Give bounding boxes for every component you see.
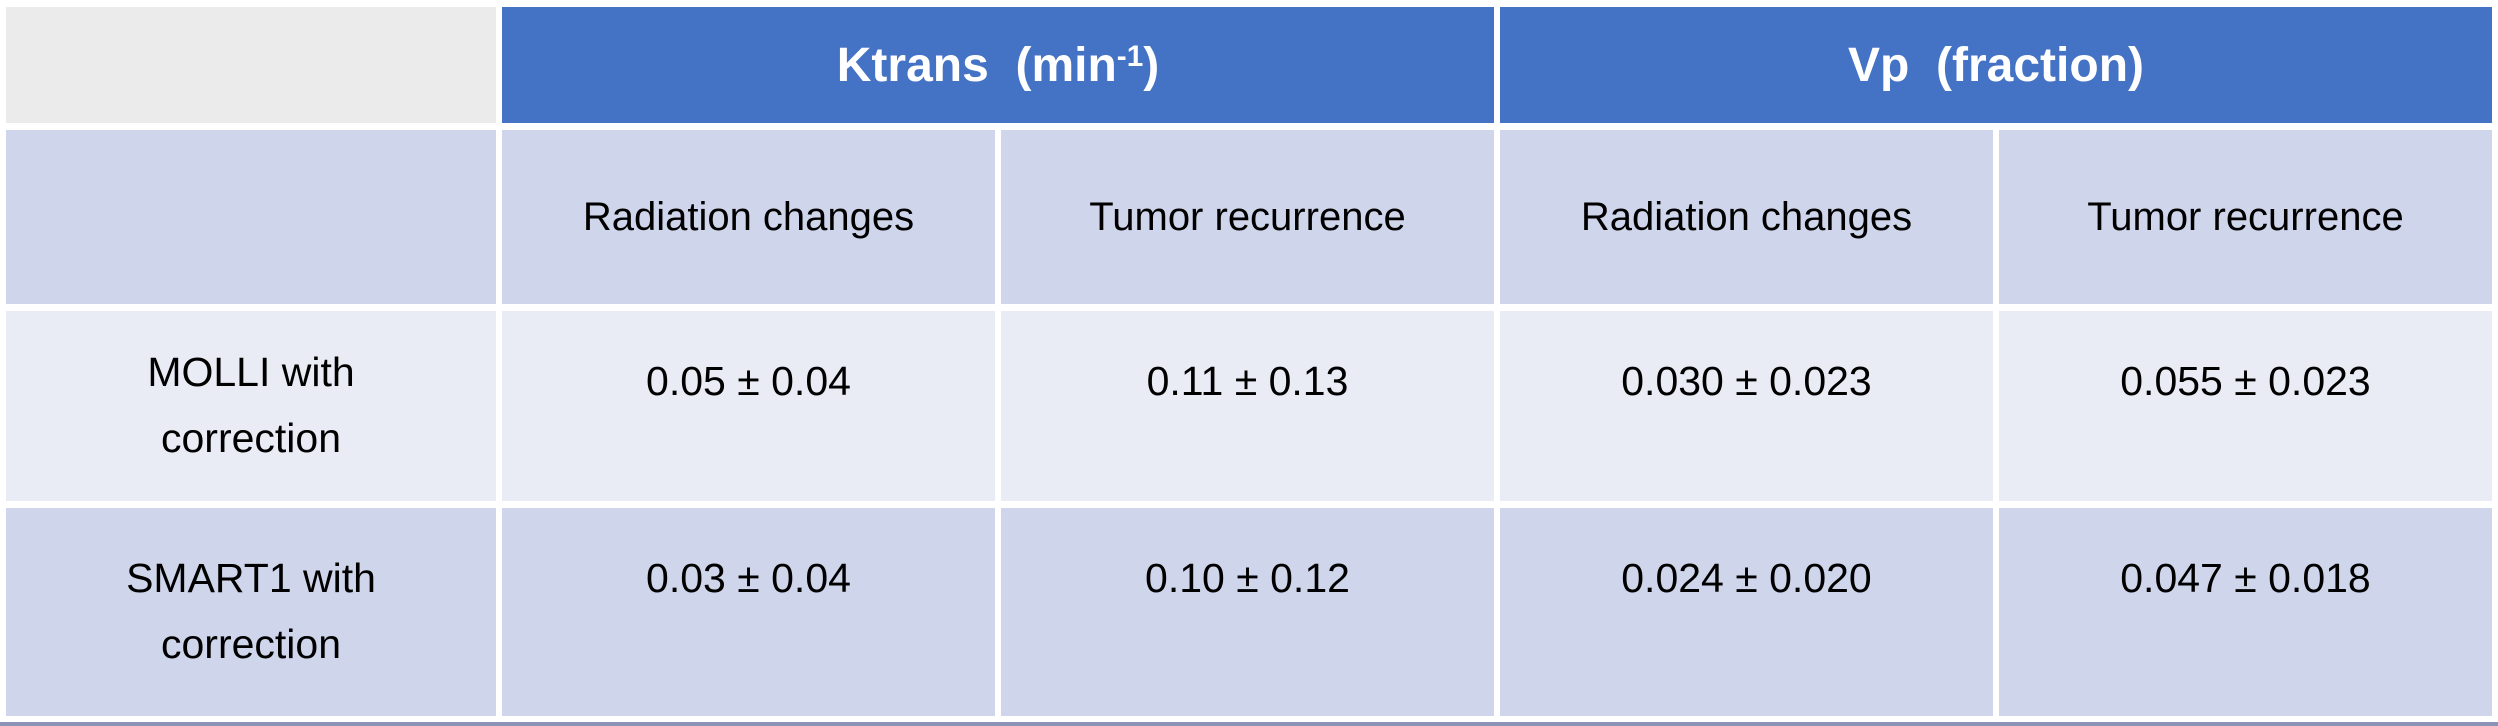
subheader-label-cell <box>6 130 496 304</box>
ktrans-label-close: ) <box>1143 38 1160 92</box>
subheader-ktrans-radiation: Radiation changes <box>502 130 995 304</box>
value-cell: 0.047 ± 0.018 <box>1999 508 2492 716</box>
value-cell: 0.11 ± 0.13 <box>1001 311 1494 501</box>
value-cell: 0.03 ± 0.04 <box>502 508 995 716</box>
ktrans-group-header: Ktrans (min-1) <box>502 7 1494 123</box>
corner-cell <box>6 7 496 123</box>
row-label-smart1: SMART1 with correction <box>6 508 496 716</box>
subheader-ktrans-tumor: Tumor recurrence <box>1001 130 1494 304</box>
vp-group-header: Vp (fraction) <box>1500 7 2492 123</box>
vp-label: Vp (fraction) <box>1848 38 2144 92</box>
value-cell: 0.05 ± 0.04 <box>502 311 995 501</box>
subheader-row: Radiation changes Tumor recurrence Radia… <box>6 130 2492 304</box>
subheader-vp-tumor: Tumor recurrence <box>1999 130 2492 304</box>
value-cell: 0.055 ± 0.023 <box>1999 311 2492 501</box>
value-cell: 0.030 ± 0.023 <box>1500 311 1993 501</box>
subheader-vp-radiation: Radiation changes <box>1500 130 1993 304</box>
row-label-molli: MOLLI with correction <box>6 311 496 501</box>
value-cell: 0.024 ± 0.020 <box>1500 508 1993 716</box>
ktrans-superscript: -1 <box>1116 39 1144 73</box>
table-row-smart1: SMART1 with correction 0.03 ± 0.04 0.10 … <box>6 508 2492 716</box>
value-cell: 0.10 ± 0.12 <box>1001 508 1494 716</box>
ktrans-label-main: Ktrans (min <box>836 38 1117 92</box>
table-row-molli: MOLLI with correction 0.05 ± 0.04 0.11 ±… <box>6 311 2492 501</box>
bottom-edge-rule <box>0 722 2498 726</box>
group-header-row: Ktrans (min-1) Vp (fraction) <box>6 7 2492 123</box>
